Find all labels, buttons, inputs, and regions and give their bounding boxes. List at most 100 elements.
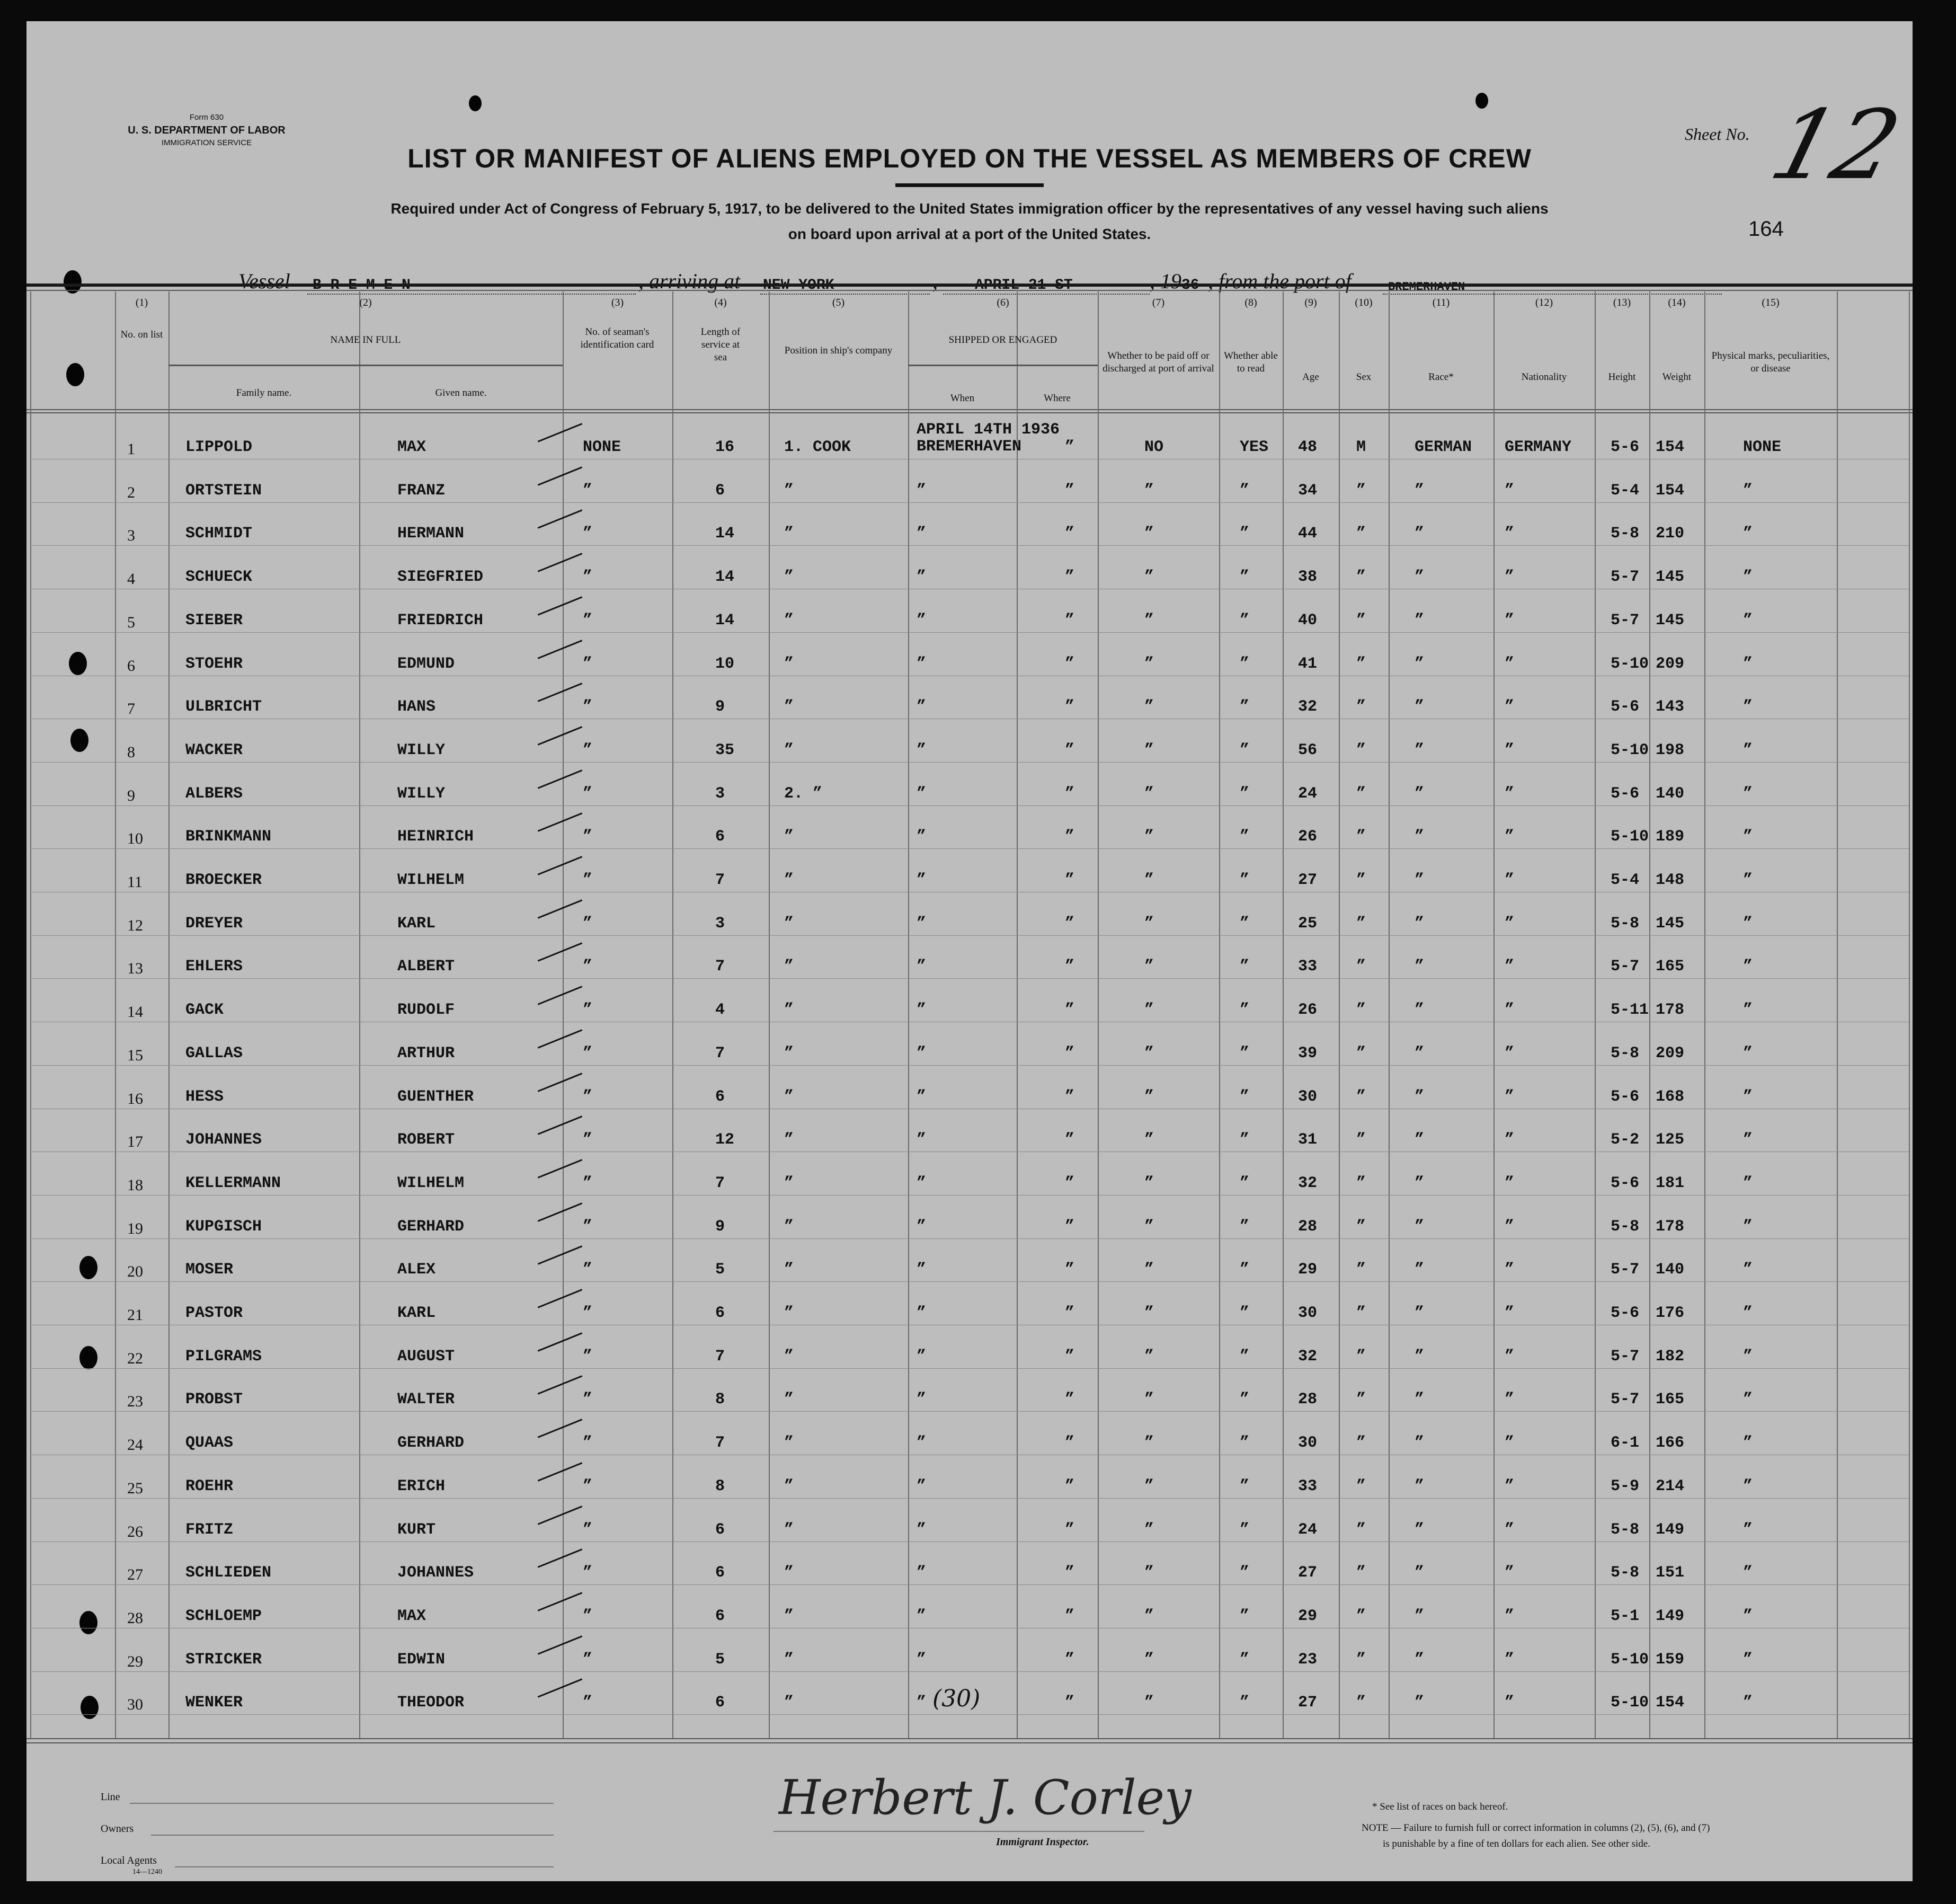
department: U. S. DEPARTMENT OF LABOR <box>128 125 286 136</box>
header-family-name: Family name. <box>236 387 292 398</box>
sex: ” <box>1356 525 1366 543</box>
shipped-where: ” <box>1065 568 1075 587</box>
nationality: ” <box>1505 828 1515 846</box>
given-name: EDMUND <box>397 654 455 673</box>
shipped-when: ” <box>917 1304 927 1322</box>
check-mark-icon <box>537 812 583 833</box>
column-rule <box>672 291 673 1738</box>
paid-off: ” <box>1144 1391 1154 1409</box>
nationality: ” <box>1505 1001 1515 1020</box>
nationality: ” <box>1505 871 1515 889</box>
row-number: 21 <box>127 1306 143 1324</box>
position: ” <box>784 1607 794 1625</box>
able-to-read: ” <box>1240 1520 1250 1539</box>
table-row: 24 QUAAS GERHARD ” 7 ” ” ” ” ” 30 ” ” ” 6-1 166 ” <box>30 1412 1909 1456</box>
physical-marks: ” <box>1743 1174 1753 1192</box>
paid-off: ” <box>1144 1607 1154 1625</box>
able-to-read: ” <box>1240 1001 1250 1020</box>
sheet-number: 12 <box>1759 90 1911 201</box>
length-of-service: 9 <box>715 698 725 716</box>
position: ” <box>784 828 794 846</box>
shipped-where: ” <box>1065 1001 1075 1020</box>
shipped-when: ” <box>917 1261 927 1279</box>
row-number: 9 <box>127 786 135 804</box>
position: ” <box>784 568 794 587</box>
nationality: ” <box>1505 1087 1515 1106</box>
column-rule <box>1704 291 1705 1738</box>
race: ” <box>1415 1477 1425 1495</box>
shipped-where: ” <box>1065 1650 1075 1669</box>
shipped-where: ” <box>1065 828 1075 846</box>
able-to-read: ” <box>1240 1391 1250 1409</box>
table-row: 4 SCHUECK SIEGFRIED ” 14 ” ” ” ” ” 38 ” ” ” 5-7 145 ” <box>30 546 1909 590</box>
paid-off: ” <box>1144 1044 1154 1062</box>
check-mark-icon <box>537 466 583 486</box>
sex: ” <box>1356 481 1366 500</box>
given-name: AUGUST <box>397 1347 455 1366</box>
height: 5-8 <box>1611 1520 1640 1539</box>
given-name: SIEGFRIED <box>397 568 484 587</box>
weight: 178 <box>1656 1217 1685 1236</box>
check-mark-icon <box>537 683 583 702</box>
shipped-when: ” <box>917 525 927 543</box>
physical-marks: ” <box>1743 1434 1753 1453</box>
shipped-when: ” <box>917 1391 927 1409</box>
row-number: 8 <box>127 743 135 761</box>
punch-hole <box>79 1256 97 1279</box>
col-num: (7) <box>1152 297 1165 308</box>
height: 5-6 <box>1611 438 1640 456</box>
age: 56 <box>1298 741 1318 759</box>
race: ” <box>1415 1304 1425 1322</box>
paid-off: ” <box>1144 1347 1154 1366</box>
physical-marks: ” <box>1743 1520 1753 1539</box>
line-field <box>130 1803 554 1804</box>
shipped-when: ” <box>917 611 927 630</box>
paid-off: ” <box>1144 1694 1154 1712</box>
paid-off: ” <box>1144 654 1154 673</box>
age: 38 <box>1298 568 1318 587</box>
able-to-read: ” <box>1240 958 1250 976</box>
able-to-read: ” <box>1240 741 1250 759</box>
row-number: 4 <box>127 570 135 588</box>
able-to-read: ” <box>1240 828 1250 846</box>
column-rule <box>1017 291 1018 1738</box>
id-card: ” <box>583 1217 593 1236</box>
family-name: SCHUECK <box>185 568 253 587</box>
height: 5-7 <box>1611 1391 1640 1409</box>
weight: 165 <box>1656 1391 1685 1409</box>
print-code: 14—1240 <box>132 1868 162 1876</box>
nationality: ” <box>1505 1477 1515 1495</box>
shipped-when: ” <box>917 1174 927 1192</box>
shipped-where: ” <box>1065 741 1075 759</box>
position: ” <box>784 654 794 673</box>
length-of-service: 6 <box>715 1694 725 1712</box>
family-name: WACKER <box>185 741 243 759</box>
height: 5-6 <box>1611 784 1640 803</box>
able-to-read: ” <box>1240 1131 1250 1149</box>
position: ” <box>784 611 794 630</box>
weight: 214 <box>1656 1477 1685 1495</box>
physical-marks: ” <box>1743 784 1753 803</box>
row-number: 24 <box>127 1436 143 1454</box>
sex: ” <box>1356 1650 1366 1669</box>
column-rule <box>1837 291 1838 1738</box>
physical-marks: ” <box>1743 1347 1753 1366</box>
table-row: 7 ULBRICHT HANS ” 9 ” ” ” ” ” 32 ” ” ” 5-6 143 ” <box>30 676 1909 720</box>
age: 34 <box>1298 481 1318 500</box>
shipped-where: ” <box>1065 611 1075 630</box>
height: 5-8 <box>1611 525 1640 543</box>
family-name: FRITZ <box>185 1520 234 1539</box>
stamp-number: 164 <box>1748 217 1784 241</box>
shipped-when: ” <box>917 914 927 933</box>
given-name: KARL <box>397 914 436 933</box>
given-name: FRIEDRICH <box>397 611 484 630</box>
position: ” <box>784 1261 794 1279</box>
weight: 154 <box>1656 481 1685 500</box>
nationality: ” <box>1505 1174 1515 1192</box>
race: ” <box>1415 1001 1425 1020</box>
position: ” <box>784 741 794 759</box>
nationality: ” <box>1505 1304 1515 1322</box>
shipped-where: ” <box>1065 1477 1075 1495</box>
table-row: 2 ORTSTEIN FRANZ ” 6 ” ” ” ” ” 34 ” ” ” 5-4 154 ” <box>30 459 1909 503</box>
check-mark-icon <box>537 1202 583 1222</box>
